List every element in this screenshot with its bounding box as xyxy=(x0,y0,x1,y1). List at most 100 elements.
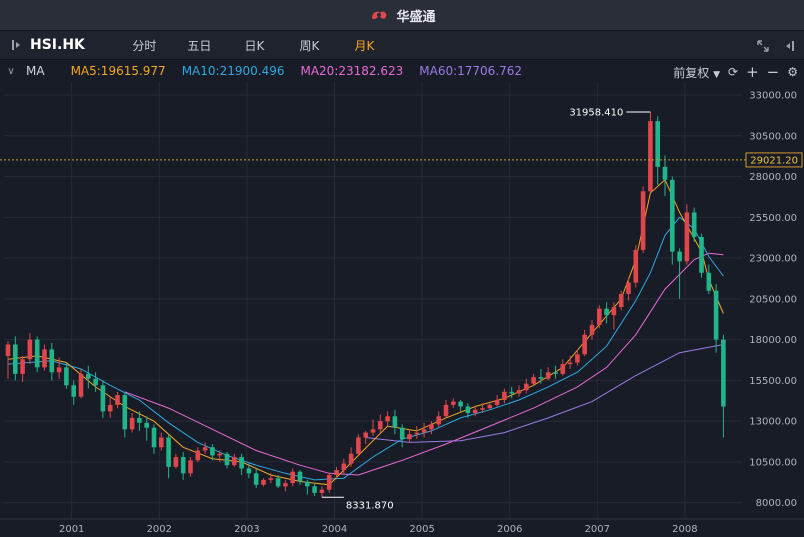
candle-body xyxy=(188,460,193,474)
current-price-line: 29021.20 xyxy=(0,152,803,168)
candle-body xyxy=(378,421,383,430)
candle xyxy=(502,388,507,404)
period-tab-monthly[interactable]: 月K xyxy=(354,38,375,53)
candle-body xyxy=(283,483,288,487)
candle xyxy=(27,333,33,365)
candlestick-chart: 33000.00 30500.00 28000.00 25500.00 23000.00… xyxy=(0,82,804,535)
candle xyxy=(640,186,646,254)
symbol-label[interactable]: HSI.HK xyxy=(30,37,85,53)
annotations: 31958.410 8331.870 xyxy=(321,108,651,511)
candle xyxy=(713,284,719,353)
ma10-value: MA10:21900.496 xyxy=(181,64,285,78)
candle xyxy=(451,398,456,409)
candle xyxy=(392,409,398,435)
candle-body xyxy=(356,437,361,454)
candle xyxy=(378,414,383,433)
candle-body xyxy=(392,416,398,428)
candle-body xyxy=(334,470,339,475)
candle xyxy=(246,463,252,479)
x-tick-label: 2005 xyxy=(409,524,434,535)
x-tick-label: 2007 xyxy=(585,524,610,535)
y-tick-label: 30500.00 xyxy=(749,131,797,142)
candle xyxy=(582,329,587,356)
candle xyxy=(414,426,420,440)
candle-body xyxy=(589,324,595,335)
period-tab-five-day[interactable]: 五日 xyxy=(187,38,212,53)
candle-body xyxy=(560,364,566,374)
candle xyxy=(531,373,536,386)
candle-body xyxy=(180,457,186,474)
candle-body xyxy=(246,468,252,474)
candle-body xyxy=(239,457,244,469)
candle xyxy=(429,421,434,435)
adjust-dropdown[interactable]: 前复权 ▼ xyxy=(673,64,720,81)
candle xyxy=(567,355,573,369)
panel-toggle-icon[interactable] xyxy=(778,35,800,57)
candle-body xyxy=(421,429,427,433)
candle-body xyxy=(618,293,624,308)
candle-body xyxy=(487,404,493,409)
candle xyxy=(691,207,697,242)
period-tab-daily[interactable]: 日K xyxy=(244,38,265,53)
candle-body xyxy=(494,399,500,405)
candle-body xyxy=(472,409,478,414)
candle-body xyxy=(261,479,266,485)
chevron-down-icon[interactable]: ∨ xyxy=(7,65,15,77)
chart-toolbar: HSI.HK 分时 五日 日K 周K 月K xyxy=(0,30,804,60)
candle-body xyxy=(538,377,544,379)
candle xyxy=(706,264,712,294)
candle xyxy=(64,362,69,389)
candle-body xyxy=(626,282,631,294)
current-price-tag xyxy=(745,152,803,168)
candle-body xyxy=(159,437,164,448)
candle-body xyxy=(5,344,11,356)
candle-body xyxy=(429,424,434,430)
expand-icon[interactable] xyxy=(752,35,774,57)
candle xyxy=(195,447,201,462)
period-tab-weekly[interactable]: 周K xyxy=(299,38,320,53)
minus-icon[interactable]: − xyxy=(766,63,780,81)
candle xyxy=(334,466,339,479)
candle xyxy=(232,453,237,467)
candle xyxy=(341,458,347,474)
y-axis: 33000.00 30500.00 28000.00 25500.00 23000.00… xyxy=(749,91,797,510)
candle-body xyxy=(202,447,208,451)
candle-body xyxy=(49,349,55,373)
min-annotation: 8331.870 xyxy=(346,500,394,511)
candle xyxy=(217,450,222,462)
candle-body xyxy=(436,416,441,425)
candle xyxy=(684,204,690,265)
candle xyxy=(407,429,412,443)
y-tick-label: 13000.00 xyxy=(749,417,797,428)
ma20-value: MA20:23182.623 xyxy=(300,64,404,78)
candle-body xyxy=(34,339,40,368)
candle-body xyxy=(151,427,157,448)
sidebar-toggle-icon[interactable] xyxy=(6,34,28,56)
candle-body xyxy=(232,457,237,466)
candle-body xyxy=(173,457,179,467)
candle-body xyxy=(319,489,325,493)
candle xyxy=(224,452,230,469)
settings-icon[interactable]: ⚙ xyxy=(787,65,798,79)
candle xyxy=(210,443,215,461)
candle-body xyxy=(107,404,113,412)
candle-body xyxy=(224,453,230,466)
candle xyxy=(633,245,639,288)
candle-body xyxy=(305,481,310,487)
add-icon[interactable]: + xyxy=(746,63,759,81)
candle-body xyxy=(217,453,222,456)
candle-body xyxy=(640,191,646,250)
refresh-icon[interactable]: ⟳ xyxy=(728,65,739,79)
candle xyxy=(545,367,551,381)
candle-body xyxy=(567,362,573,365)
candle xyxy=(129,413,135,433)
period-tab-intraday[interactable]: 分时 xyxy=(132,38,157,53)
candle-body xyxy=(341,463,347,471)
candle-body xyxy=(348,453,354,464)
candle xyxy=(5,341,11,379)
candle xyxy=(78,368,84,399)
candle-body xyxy=(137,417,142,423)
candle-body xyxy=(531,377,536,384)
candle xyxy=(239,453,244,475)
candle-body xyxy=(27,339,33,360)
